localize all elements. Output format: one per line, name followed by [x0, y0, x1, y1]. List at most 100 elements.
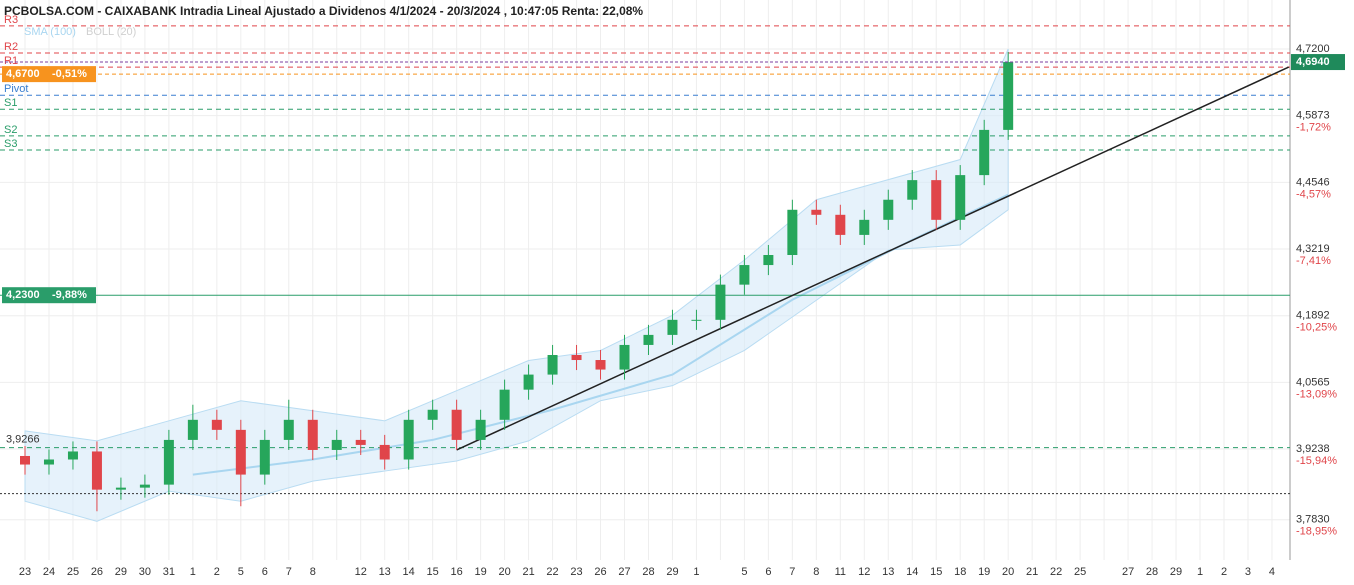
candle-body [979, 129, 990, 176]
x-tick-label: 25 [1074, 566, 1086, 578]
pivot-label: R1 [4, 55, 18, 67]
x-tick-label: 15 [427, 566, 439, 578]
x-tick-label: 20 [1002, 566, 1014, 578]
candle-body [715, 284, 726, 320]
candle-body [235, 429, 246, 475]
candle-body [619, 344, 630, 370]
tag-label: 4,6700 [6, 68, 40, 80]
candle-body [787, 209, 798, 256]
x-tick-label: 25 [67, 566, 79, 578]
candle-body [379, 444, 390, 460]
y-tick-pct: -18,95% [1296, 526, 1337, 538]
x-tick-label: 3 [1245, 566, 1251, 578]
candle-body [20, 455, 30, 465]
pivot-label: S1 [4, 97, 17, 109]
x-tick-label: 6 [262, 566, 268, 578]
last-box [1291, 54, 1345, 71]
x-tick-label: 5 [238, 566, 244, 578]
x-tick-label: 12 [858, 566, 870, 578]
y-tick-label: 4,0565 [1296, 376, 1330, 388]
x-tick-label: 12 [355, 566, 367, 578]
x-tick-label: 14 [403, 566, 415, 578]
x-tick-label: 23 [19, 566, 31, 578]
x-tick-label: 29 [115, 566, 127, 578]
trendline [456, 66, 1290, 451]
x-tick-label: 27 [1122, 566, 1134, 578]
y-tick-label: 4,3219 [1296, 243, 1330, 255]
x-tick-label: 20 [498, 566, 510, 578]
candle-body [283, 419, 294, 440]
x-tick-label: 13 [882, 566, 894, 578]
candle-body [403, 419, 414, 460]
x-tick-label: 22 [546, 566, 558, 578]
candle-body [163, 439, 174, 485]
x-tick-label: 1 [1197, 566, 1203, 578]
y-tick-pct: -15,94% [1296, 455, 1337, 467]
candle-body [139, 484, 150, 488]
tag-box [2, 287, 96, 304]
candle-body [691, 319, 702, 321]
candle-body [931, 180, 942, 220]
candle-body [835, 214, 846, 235]
x-tick-label: 26 [91, 566, 103, 578]
x-tick-label: 2 [214, 566, 220, 578]
pivot-label: S3 [4, 138, 17, 150]
y-tick-pct: -13,09% [1296, 388, 1337, 400]
candle-body [1003, 62, 1014, 130]
x-tick-label: 8 [310, 566, 316, 578]
x-tick-label: 30 [139, 566, 151, 578]
candle-body [571, 354, 582, 361]
x-tick-label: 6 [765, 566, 771, 578]
candle-body [643, 334, 654, 345]
candle-body [307, 419, 318, 450]
candle-body [859, 219, 870, 235]
candle-body [91, 451, 102, 490]
tag-box [2, 66, 96, 83]
candle-body [67, 451, 78, 460]
legend-sma: SMA (100) [24, 26, 76, 38]
candle-body [499, 389, 510, 420]
candle-body [355, 439, 366, 445]
y-tick-pct: -7,41% [1296, 255, 1331, 267]
candle-body [907, 180, 918, 200]
x-tick-label: 18 [954, 566, 966, 578]
pivot-label: R2 [4, 41, 18, 53]
legend-boll: BOLL (20) [86, 26, 136, 38]
x-tick-label: 26 [594, 566, 606, 578]
tag-change: -9,88% [52, 289, 87, 301]
candle-body [547, 354, 558, 375]
x-tick-label: 23 [570, 566, 582, 578]
candle-body [427, 409, 438, 420]
x-tick-label: 21 [1026, 566, 1038, 578]
x-tick-label: 31 [163, 566, 175, 578]
boll-band [24, 48, 1009, 522]
last-label: 4,6940 [1296, 56, 1330, 68]
candle-body [811, 209, 822, 215]
x-tick-label: 28 [642, 566, 654, 578]
candle-body [955, 175, 966, 220]
x-tick-label: 14 [906, 566, 918, 578]
x-tick-label: 19 [978, 566, 990, 578]
x-tick-label: 28 [1146, 566, 1158, 578]
candle-body [211, 419, 222, 430]
pivot-label: Pivot [4, 83, 28, 95]
x-tick-label: 19 [474, 566, 486, 578]
chart-title: PCBOLSA.COM - CAIXABANK Intradia Lineal … [4, 4, 643, 18]
y-tick-pct: -1,72% [1296, 122, 1331, 134]
y-tick-label: 3,7830 [1296, 514, 1330, 526]
candle-body [739, 265, 750, 285]
x-tick-label: 21 [522, 566, 534, 578]
x-tick-label: 4 [1269, 566, 1275, 578]
candle-body [595, 360, 606, 370]
x-tick-label: 16 [451, 566, 463, 578]
y-tick-pct: -10,25% [1296, 322, 1337, 334]
x-tick-label: 24 [43, 566, 55, 578]
candle-body [259, 439, 270, 475]
x-tick-label: 2 [1221, 566, 1227, 578]
x-tick-label: 29 [666, 566, 678, 578]
candle-body [883, 199, 894, 220]
level-label: 3,9266 [6, 434, 40, 446]
tag-change: -0,51% [52, 68, 87, 80]
candle-body [763, 255, 774, 266]
